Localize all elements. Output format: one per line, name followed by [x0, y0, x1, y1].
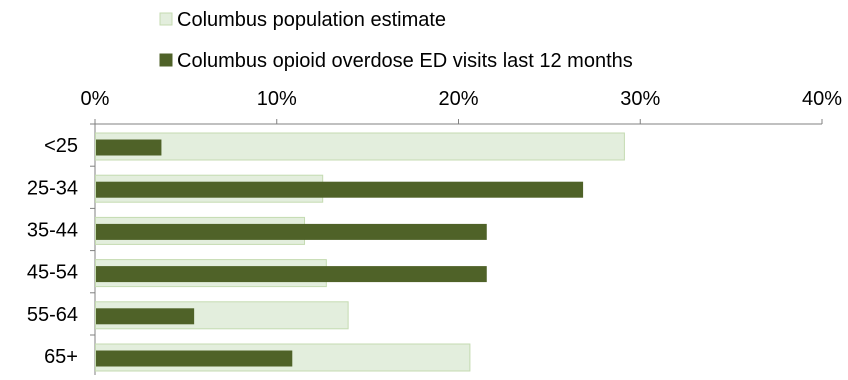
legend-label: Columbus population estimate [177, 9, 446, 31]
y-tick-label: 55-64 [27, 304, 78, 326]
x-tick-label: 0% [81, 88, 110, 110]
x-tick-label: 40% [802, 88, 842, 110]
legend-item: Columbus population estimate [159, 9, 446, 31]
x-tick-label: 20% [438, 88, 478, 110]
legend: Columbus population estimate Columbus opi… [159, 9, 633, 72]
bar-opioid-overdose-ed-visits [96, 308, 195, 325]
bars [95, 132, 625, 372]
y-tick-label: <25 [44, 135, 78, 157]
x-axis: 0% 10% 20% 30% 40% [81, 88, 842, 125]
y-tick-label: 45-54 [27, 262, 78, 284]
legend-label: Columbus opioid overdose ED visits last … [177, 50, 633, 72]
legend-swatch [159, 53, 173, 67]
legend-swatch [159, 12, 173, 26]
y-axis: <25 25-34 35-44 45-54 55-64 65+ [27, 123, 96, 375]
x-tick-label: 10% [257, 88, 297, 110]
bar-opioid-overdose-ed-visits [96, 181, 584, 198]
bar-population-estimate [95, 132, 625, 161]
x-tick-label: 30% [620, 88, 660, 110]
bar-opioid-overdose-ed-visits [96, 223, 487, 240]
y-tick-label: 35-44 [27, 220, 78, 242]
bar-opioid-overdose-ed-visits [96, 266, 487, 283]
y-tick-label: 65+ [44, 346, 78, 368]
bar-opioid-overdose-ed-visits [96, 139, 162, 156]
y-tick-label: 25-34 [27, 177, 78, 199]
bar-opioid-overdose-ed-visits [96, 350, 293, 367]
legend-item: Columbus opioid overdose ED visits last … [159, 50, 633, 72]
